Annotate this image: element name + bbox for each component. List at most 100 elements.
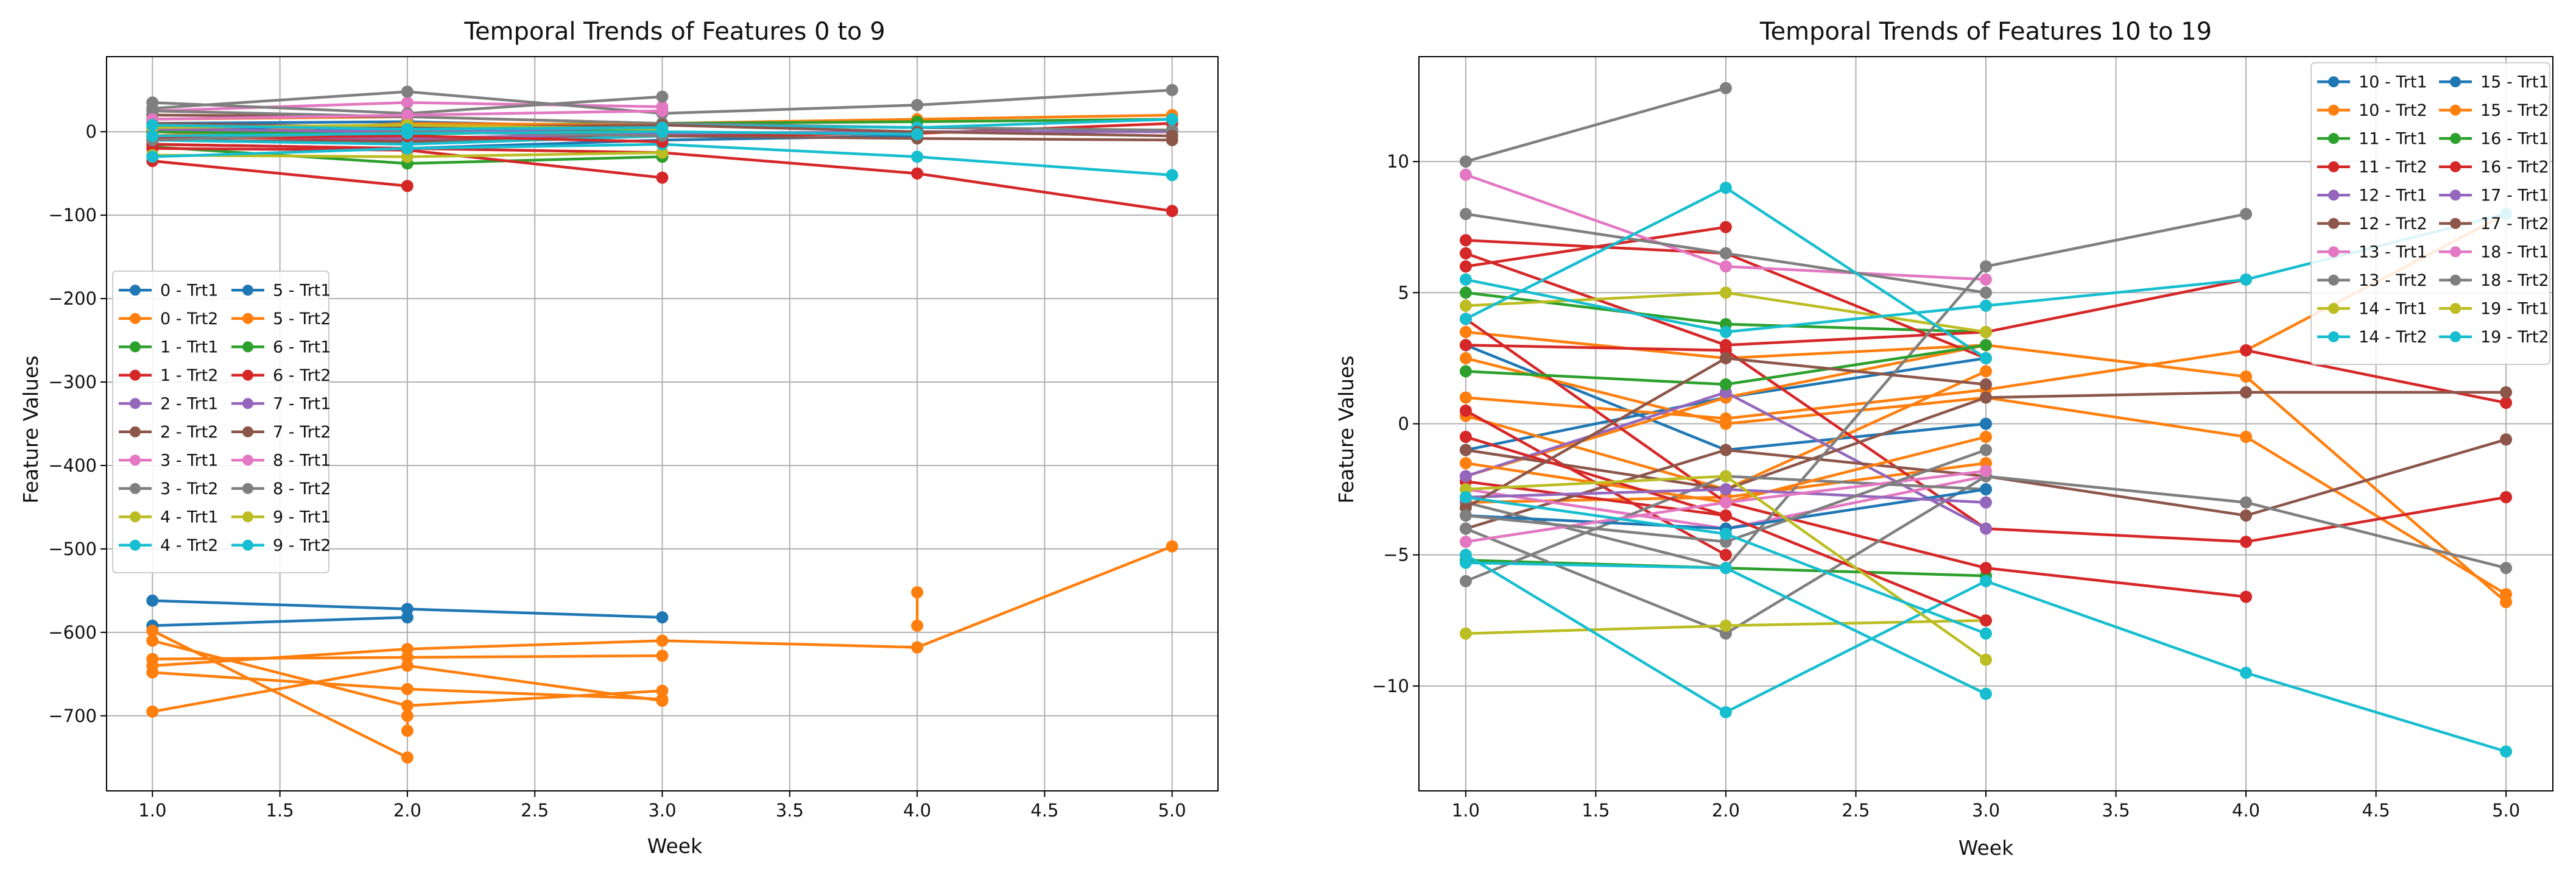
- legend-marker-swatch: [242, 455, 253, 466]
- legend-item: 4 - Trt1: [119, 508, 218, 526]
- data-point: [911, 150, 924, 163]
- series-16-trt2: [1459, 431, 1992, 627]
- legend-label: 7 - Trt2: [273, 423, 331, 442]
- data-point: [2240, 344, 2253, 356]
- data-point: [1719, 562, 1732, 575]
- legend-marker-swatch: [130, 398, 141, 409]
- data-point: [656, 684, 669, 697]
- data-point: [1719, 352, 1732, 364]
- legend-item: 8 - Trt1: [231, 451, 331, 470]
- legend-label: 8 - Trt2: [273, 480, 331, 498]
- left-chart-series: [146, 83, 1178, 764]
- data-point: [911, 128, 924, 141]
- data-point: [1719, 286, 1732, 299]
- legend-label: 14 - Trt2: [2359, 328, 2427, 347]
- legend-marker-swatch: [2328, 218, 2339, 229]
- series-line: [152, 159, 408, 188]
- data-point: [1719, 247, 1732, 260]
- legend-marker-swatch: [2328, 303, 2339, 314]
- data-point: [911, 167, 924, 180]
- legend-marker-swatch: [2450, 274, 2461, 286]
- data-point: [146, 130, 159, 143]
- legend-item: 5 - Trt1: [231, 281, 331, 300]
- data-point: [401, 651, 413, 664]
- right-chart-xlabel: Week: [1958, 836, 2014, 860]
- data-point: [1459, 168, 1472, 181]
- legend-label: 15 - Trt2: [2480, 101, 2549, 120]
- data-point: [2500, 397, 2513, 409]
- left-chart-ytick-label: 0: [86, 121, 97, 142]
- legend-item: 18 - Trt2: [2439, 271, 2549, 290]
- data-point: [911, 619, 924, 632]
- legend-label: 17 - Trt1: [2480, 186, 2549, 205]
- data-point: [401, 85, 413, 98]
- left-chart-plot-frame: [106, 56, 1219, 791]
- data-point: [401, 659, 413, 672]
- data-point: [1980, 483, 1992, 496]
- data-point: [656, 121, 669, 134]
- data-point: [146, 96, 159, 109]
- data-point: [1980, 378, 1992, 391]
- legend-label: 10 - Trt2: [2359, 101, 2427, 120]
- legend-item: 16 - Trt1: [2439, 129, 2549, 148]
- data-point: [401, 709, 413, 722]
- legend-marker-swatch: [2450, 161, 2461, 172]
- legend-marker-swatch: [130, 369, 141, 381]
- right-chart-xtick-label: 2.5: [1842, 800, 1870, 821]
- data-point: [1459, 365, 1472, 378]
- legend-label: 12 - Trt2: [2359, 214, 2427, 233]
- left-chart-xtick-label: 2.5: [521, 800, 549, 821]
- left-chart-ytick-label: −300: [48, 372, 97, 392]
- legend-label: 3 - Trt2: [160, 480, 218, 498]
- legend-box: [112, 271, 329, 573]
- legend-item: 18 - Trt1: [2439, 243, 2549, 261]
- legend-label: 2 - Trt1: [160, 394, 218, 413]
- data-point: [1459, 352, 1472, 364]
- data-point: [401, 751, 413, 764]
- left-chart-ytick-label: −500: [48, 539, 97, 559]
- legend-marker-swatch: [2328, 189, 2339, 201]
- data-point: [911, 99, 924, 112]
- data-point: [146, 119, 159, 132]
- data-point: [2240, 496, 2253, 509]
- data-point: [1980, 260, 1992, 273]
- data-point: [2240, 273, 2253, 286]
- data-point: [656, 105, 669, 117]
- left-chart-xtick-label: 1.5: [266, 800, 294, 821]
- legend-item: 2 - Trt1: [119, 394, 218, 413]
- data-point: [1459, 491, 1472, 503]
- data-point: [2500, 562, 2513, 575]
- legend-item: 3 - Trt2: [119, 480, 218, 498]
- legend-item: 12 - Trt2: [2317, 214, 2427, 233]
- legend-item: 14 - Trt2: [2317, 328, 2427, 347]
- legend-marker-swatch: [130, 483, 141, 494]
- data-point: [401, 611, 413, 624]
- data-point: [2240, 431, 2253, 443]
- legend-item: 7 - Trt1: [231, 394, 331, 413]
- legend-label: 16 - Trt1: [2480, 129, 2549, 148]
- legend-item: 1 - Trt2: [119, 366, 218, 385]
- legend-label: 19 - Trt1: [2480, 299, 2549, 318]
- data-point: [146, 634, 159, 647]
- data-point: [2240, 509, 2253, 522]
- legend-marker-swatch: [2328, 331, 2339, 342]
- series-line: [1465, 212, 2247, 570]
- data-point: [1980, 614, 1992, 627]
- data-point: [1459, 575, 1472, 587]
- data-point: [1459, 391, 1472, 404]
- legend-marker-swatch: [2450, 104, 2461, 116]
- legend-label: 5 - Trt1: [273, 281, 331, 300]
- left-chart-ytick-label: −700: [48, 706, 97, 726]
- legend-item: 2 - Trt2: [119, 423, 218, 442]
- data-point: [1980, 391, 1992, 404]
- data-point: [146, 625, 159, 637]
- right-chart-ytick-label: −5: [1383, 545, 1409, 565]
- data-point: [1459, 444, 1472, 456]
- data-point: [1719, 444, 1732, 456]
- legend-item: 13 - Trt2: [2317, 271, 2427, 290]
- data-point: [656, 90, 669, 103]
- legend-item: 17 - Trt2: [2439, 214, 2549, 233]
- data-point: [401, 96, 413, 109]
